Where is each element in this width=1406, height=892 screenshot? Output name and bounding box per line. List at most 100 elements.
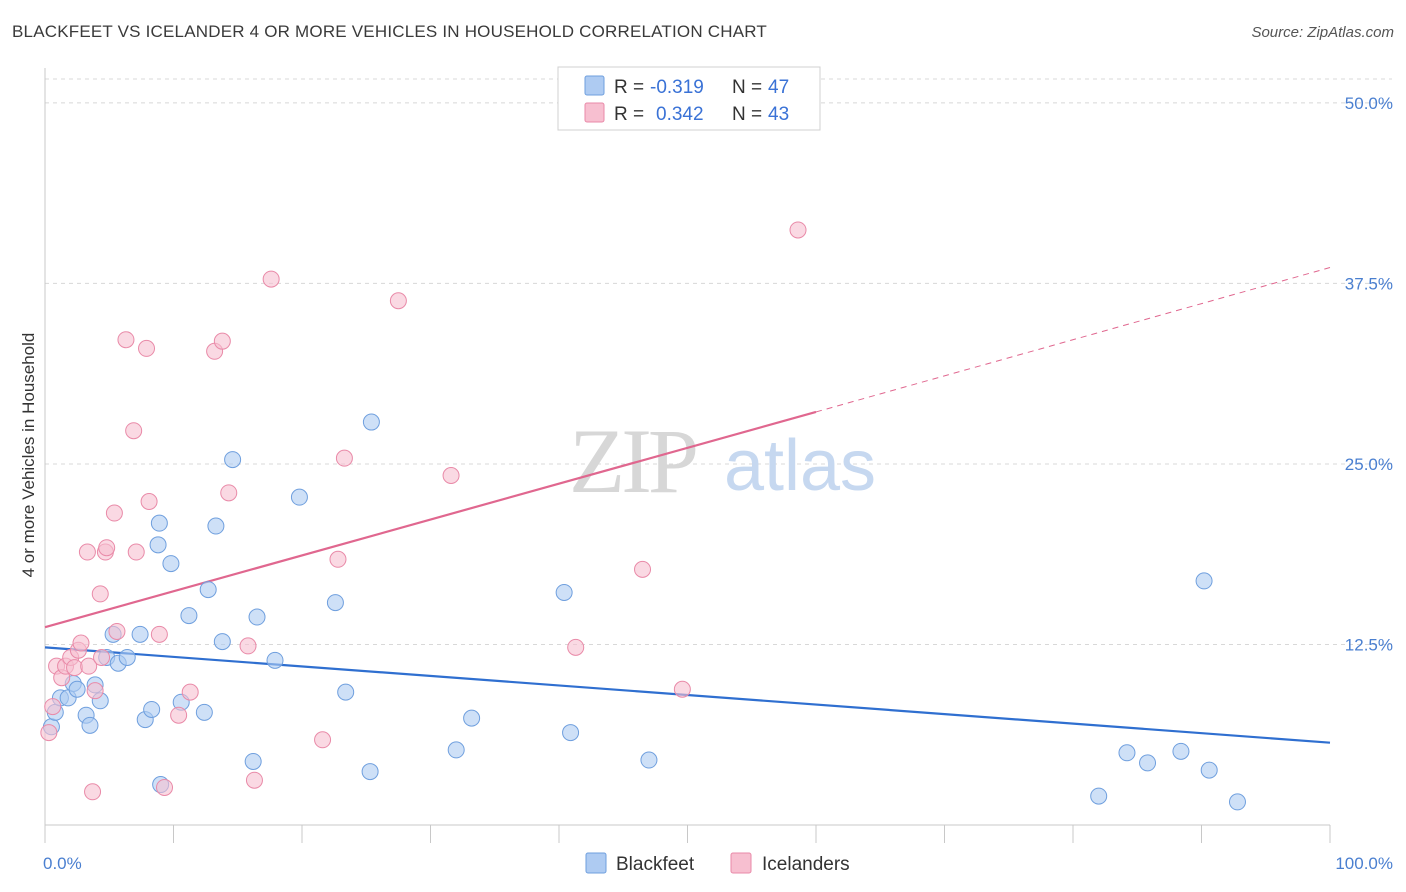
legend-swatch-icelanders: [584, 102, 605, 123]
watermark-zip: ZIP: [569, 410, 696, 512]
legend-n-value-2: 43: [768, 104, 789, 125]
bottom-legend-blackfeet: Blackfeet: [616, 854, 695, 875]
point-blackfeet: [266, 651, 284, 669]
point-icelanders: [213, 332, 231, 350]
x-tick-label-max: 100.0%: [1335, 854, 1393, 873]
point-icelanders: [66, 659, 84, 677]
point-icelanders: [156, 778, 174, 796]
point-blackfeet: [180, 607, 198, 625]
point-blackfeet: [199, 581, 217, 599]
point-blackfeet: [1172, 742, 1190, 760]
source-credit: Source: ZipAtlas.com: [1251, 24, 1394, 41]
point-blackfeet: [361, 763, 379, 781]
point-blackfeet: [244, 752, 262, 770]
y-tick-label: 12.5%: [1345, 635, 1393, 654]
trend-line-icelanders: [44, 410, 817, 629]
point-blackfeet: [562, 724, 580, 742]
point-blackfeet: [162, 555, 180, 573]
legend-r-value-2: 0.342: [656, 104, 704, 125]
point-blackfeet: [1228, 793, 1246, 811]
point-blackfeet: [1195, 572, 1213, 590]
point-blackfeet: [362, 413, 380, 431]
point-icelanders: [98, 539, 116, 557]
legend-r-label-2: R =: [614, 104, 644, 125]
bottom-legend-icelanders: Icelanders: [762, 854, 850, 875]
point-icelanders: [335, 449, 353, 467]
point-icelanders: [105, 504, 123, 522]
point-blackfeet: [81, 716, 99, 734]
bottom-legend-swatch-icelanders: [730, 852, 752, 874]
point-blackfeet: [150, 514, 168, 532]
point-blackfeet: [1118, 744, 1136, 762]
y-axis-label: 4 or more Vehicles in Household: [19, 333, 38, 578]
point-blackfeet: [290, 488, 308, 506]
point-blackfeet: [447, 741, 465, 759]
point-blackfeet: [337, 683, 355, 701]
data-points: [40, 221, 1246, 811]
legend-r-value-1: -0.319: [650, 77, 704, 98]
point-icelanders: [91, 585, 109, 603]
point-icelanders: [442, 466, 460, 484]
point-icelanders: [72, 634, 90, 652]
legend: R = -0.319 N = 47 R = 0.342 N = 43: [557, 66, 821, 131]
point-icelanders: [239, 637, 257, 655]
point-icelanders: [789, 221, 807, 239]
point-icelanders: [220, 484, 238, 502]
chart-title: BLACKFEET VS ICELANDER 4 OR MORE VEHICLE…: [12, 22, 768, 41]
point-icelanders: [40, 724, 58, 742]
point-icelanders: [93, 648, 111, 666]
point-blackfeet: [195, 703, 213, 721]
point-blackfeet: [149, 536, 167, 554]
x-tick-label-min: 0.0%: [43, 854, 82, 873]
point-blackfeet: [463, 709, 481, 727]
legend-n-label-2: N =: [732, 104, 762, 125]
point-icelanders: [140, 492, 158, 510]
point-icelanders: [245, 771, 263, 789]
legend-n-label-1: N =: [732, 77, 762, 98]
point-icelanders: [329, 550, 347, 568]
point-blackfeet: [326, 594, 344, 612]
point-blackfeet: [1200, 761, 1218, 779]
trend-line-icelanders-extrapolated: [815, 267, 1331, 413]
bottom-legend-swatch-blackfeet: [585, 852, 607, 874]
point-blackfeet: [213, 633, 231, 651]
point-blackfeet: [118, 648, 136, 666]
y-tick-label: 50.0%: [1345, 94, 1393, 113]
point-blackfeet: [640, 751, 658, 769]
bottom-legend: Blackfeet Icelanders: [585, 852, 850, 875]
point-icelanders: [138, 339, 156, 357]
legend-n-value-1: 47: [768, 77, 789, 98]
grid-lines: [45, 78, 1392, 645]
point-icelanders: [80, 657, 98, 675]
point-blackfeet: [68, 680, 86, 698]
axes: [44, 68, 1331, 843]
point-icelanders: [117, 331, 135, 349]
point-icelanders: [170, 706, 188, 724]
watermark-atlas: atlas: [724, 426, 876, 506]
point-icelanders: [314, 731, 332, 749]
point-blackfeet: [207, 517, 225, 535]
y-tick-label: 25.0%: [1345, 455, 1393, 474]
point-blackfeet: [131, 625, 149, 643]
y-tick-label: 37.5%: [1345, 274, 1393, 293]
point-icelanders: [127, 543, 145, 561]
point-icelanders: [673, 680, 691, 698]
point-icelanders: [108, 622, 126, 640]
tick-labels: 12.5% 25.0% 37.5% 50.0% 0.0% 100.0%: [43, 94, 1393, 873]
legend-swatch-blackfeet: [584, 75, 605, 96]
point-blackfeet: [248, 608, 266, 626]
point-blackfeet: [1090, 787, 1108, 805]
point-icelanders: [389, 292, 407, 310]
point-blackfeet: [555, 583, 573, 601]
point-icelanders: [150, 625, 168, 643]
point-icelanders: [86, 682, 104, 700]
point-icelanders: [78, 543, 96, 561]
point-icelanders: [634, 560, 652, 578]
point-icelanders: [567, 638, 585, 656]
point-icelanders: [181, 683, 199, 701]
point-icelanders: [125, 422, 143, 440]
point-blackfeet: [1139, 754, 1157, 772]
point-blackfeet: [224, 451, 242, 469]
legend-r-label-1: R =: [614, 77, 644, 98]
